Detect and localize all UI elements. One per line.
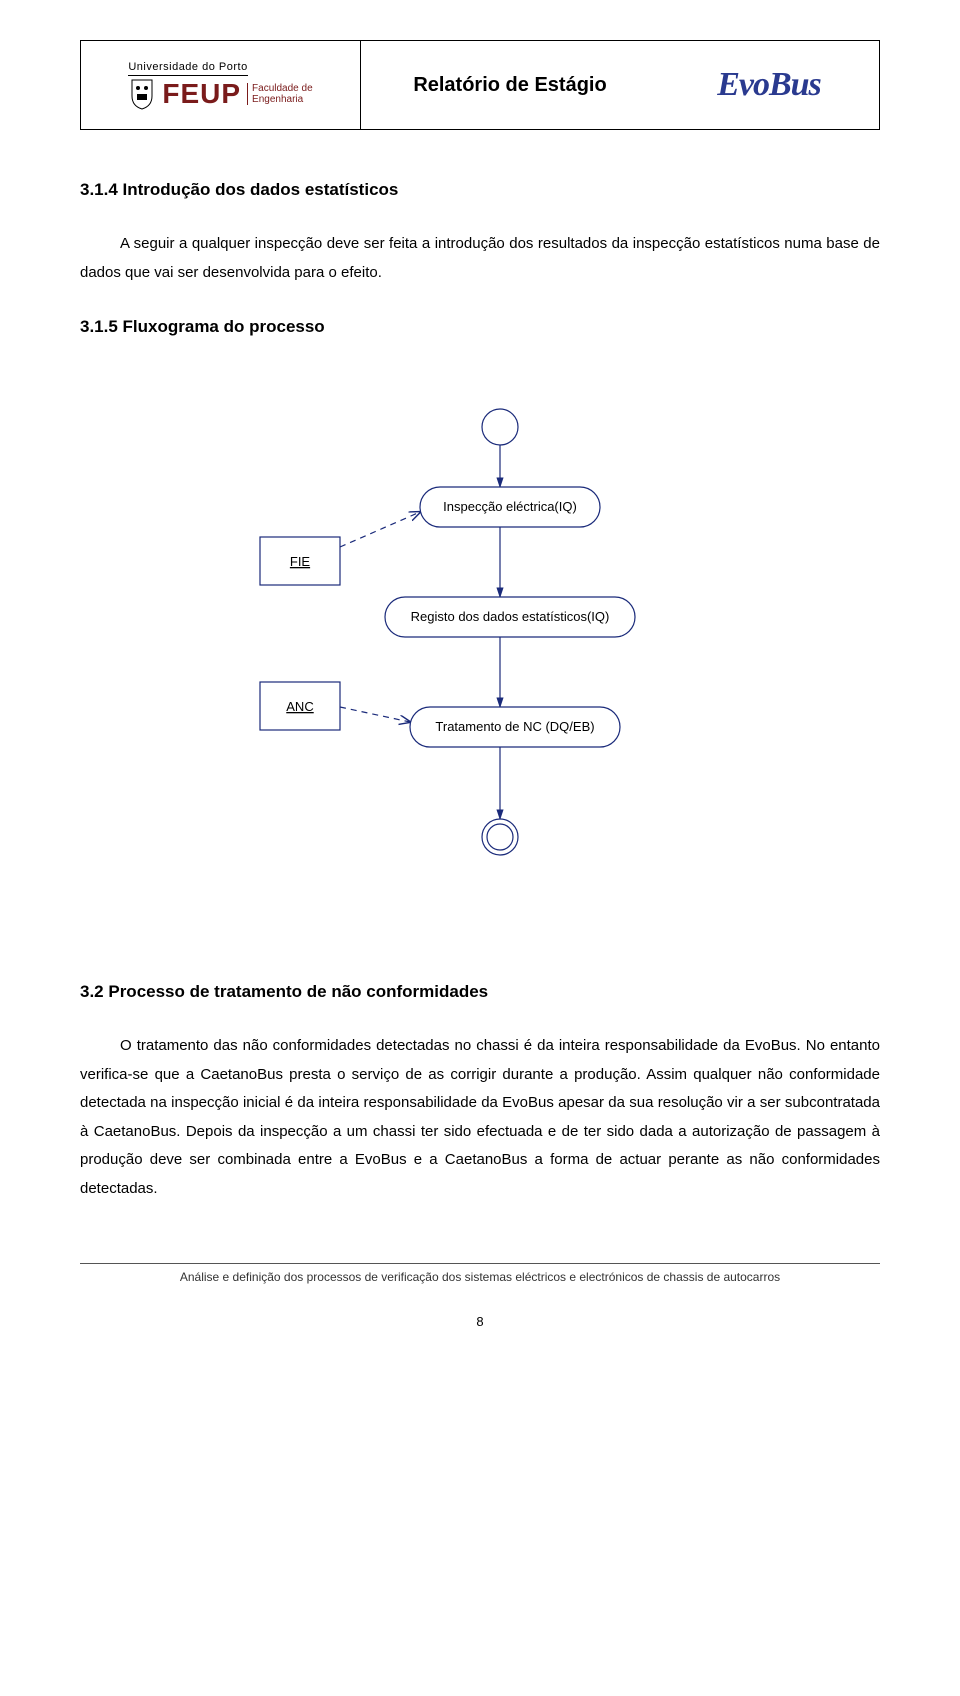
section-314-heading: 3.1.4 Introdução dos dados estatísticos bbox=[80, 180, 880, 200]
section-32-para: O tratamento das não conformidades detec… bbox=[80, 1032, 880, 1203]
svg-text:FIE: FIE bbox=[290, 554, 311, 569]
report-title-cell: Relatório de Estágio bbox=[361, 41, 659, 129]
svg-text:ANC: ANC bbox=[286, 699, 313, 714]
process-flowchart: Inspecção eléctrica(IQ) FIE Registo dos da… bbox=[80, 377, 880, 897]
evobus-logo: EvoBus bbox=[717, 66, 821, 104]
report-title: Relatório de Estágio bbox=[413, 74, 606, 97]
feup-crest-icon bbox=[128, 78, 156, 110]
feup-logo-block: Universidade do Porto FEUP Faculdade de … bbox=[81, 41, 361, 129]
feup-acronym: FEUP bbox=[162, 78, 241, 110]
evobus-logo-cell: EvoBus bbox=[659, 41, 879, 129]
svg-text:Inspecção eléctrica(IQ): Inspecção eléctrica(IQ) bbox=[443, 499, 577, 514]
svg-text:Registo dos dados estatísticos: Registo dos dados estatísticos(IQ) bbox=[411, 609, 610, 624]
page-header: Universidade do Porto FEUP Faculdade de … bbox=[80, 40, 880, 130]
feup-subtitle: Faculdade de Engenharia bbox=[247, 83, 313, 105]
section-32-heading: 3.2 Processo de tratamento de não confor… bbox=[80, 982, 880, 1002]
section-314-para: A seguir a qualquer inspecção deve ser f… bbox=[80, 230, 880, 287]
page-number: 8 bbox=[80, 1314, 880, 1329]
svg-text:Tratamento de NC (DQ/EB): Tratamento de NC (DQ/EB) bbox=[435, 719, 594, 734]
footer-text: Análise e definição dos processos de ver… bbox=[80, 1263, 880, 1284]
section-315-heading: 3.1.5 Fluxograma do processo bbox=[80, 317, 880, 337]
university-name: Universidade do Porto bbox=[128, 61, 247, 76]
